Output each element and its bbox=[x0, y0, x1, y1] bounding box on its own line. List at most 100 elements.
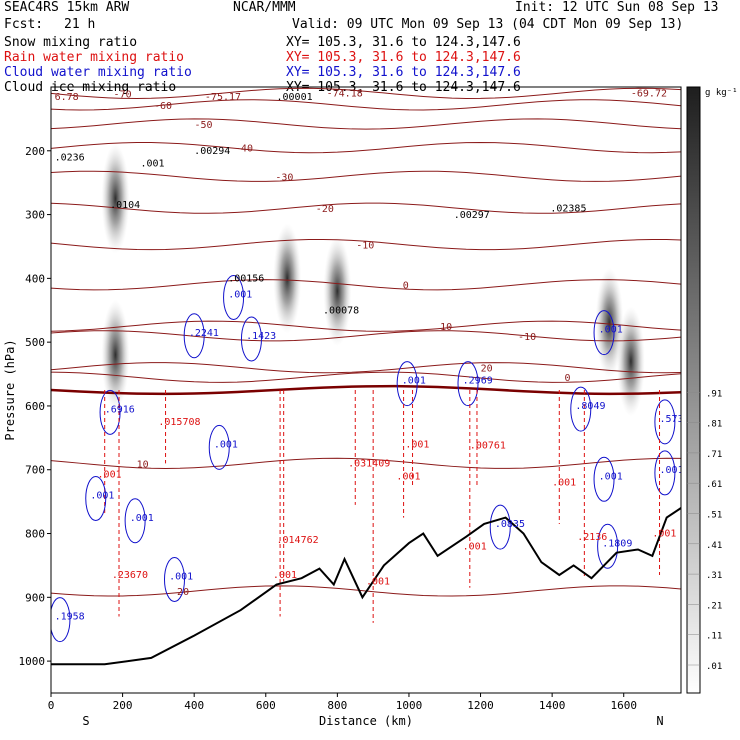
cloud-water-contour-13 bbox=[223, 275, 245, 321]
x-axis: 0 200 400 600 800 1000 1200 1400 1600 bbox=[48, 693, 637, 712]
temp-contour-label-5: -20 bbox=[316, 204, 334, 215]
temp-contour-label-4: -30 bbox=[275, 172, 293, 183]
y-tick-label-7: 900 bbox=[25, 591, 45, 604]
y-tick-label-0: 200 bbox=[25, 145, 45, 158]
value-label-15: .1423 bbox=[246, 331, 276, 342]
cloud-water-contour-14 bbox=[183, 313, 205, 359]
value-label-21: .6916 bbox=[105, 404, 135, 415]
temp-contour-3 bbox=[51, 141, 681, 154]
valid-time: Valid: 09 UTC Mon 09 Sep 13 (04 CDT Mon … bbox=[292, 17, 684, 32]
colorbar-label-4: .41 bbox=[706, 541, 722, 551]
init-time: Init: 12 UTC Sun 08 Sep 13 bbox=[515, 0, 719, 15]
colorbar-unit: g kg⁻¹ bbox=[705, 88, 738, 98]
value-label-0: -75.17 bbox=[205, 92, 241, 103]
temp-contour-label-12: 10 bbox=[137, 459, 149, 470]
value-label-35: .014762 bbox=[277, 535, 319, 546]
temp-contour-11 bbox=[51, 371, 681, 383]
temp-contour-6 bbox=[51, 238, 681, 251]
freezing-level bbox=[51, 384, 681, 396]
x-end-left: S bbox=[82, 714, 89, 728]
temp-contour-10 bbox=[51, 330, 681, 342]
value-label-20: .573 bbox=[660, 414, 684, 425]
temp-contour-label-8: 10 bbox=[440, 322, 452, 333]
x-tick-label-3: 600 bbox=[256, 699, 276, 712]
x-tick-label-5: 1000 bbox=[396, 699, 423, 712]
y-tick-label-2: 400 bbox=[25, 272, 45, 285]
colorbar-label-2: .21 bbox=[706, 601, 722, 611]
cloud-water-contour-21 bbox=[99, 389, 121, 435]
value-label-32: .001 bbox=[90, 490, 114, 501]
cloud-water-contour-23 bbox=[208, 424, 230, 470]
colorbar-labels: .01 .11 .21 .31 .41 .51 .61 .71 .81 .91 bbox=[687, 389, 722, 672]
temp-contour-8 bbox=[51, 320, 681, 332]
temp-contour-label-1: -60 bbox=[154, 101, 172, 112]
y-tick-label-4: 600 bbox=[25, 400, 45, 413]
value-label-22: .015708 bbox=[158, 417, 200, 428]
cloud-water-contour-44 bbox=[51, 597, 71, 643]
x-end-right: N bbox=[656, 714, 663, 728]
temp-contour-label-2: -50 bbox=[194, 120, 212, 131]
cloud-water-contour-16 bbox=[593, 310, 615, 356]
cloud-water-contour-41 bbox=[163, 556, 185, 602]
snow-shading bbox=[101, 143, 645, 417]
value-label-23: .001 bbox=[214, 439, 238, 450]
temp-contour-label-0: -70 bbox=[114, 89, 132, 100]
field-xy-cloud-water: XY= 105.3, 31.6 to 124.3,147.6 bbox=[286, 65, 521, 80]
temp-contour-1 bbox=[51, 99, 681, 111]
cloud-water-contour-15 bbox=[240, 316, 262, 362]
value-label-8: .0104 bbox=[110, 200, 140, 211]
value-label-41: .001 bbox=[169, 571, 193, 582]
y-tick-label-5: 700 bbox=[25, 464, 45, 477]
value-label-29: .001 bbox=[660, 465, 684, 476]
x-tick-label-1: 200 bbox=[113, 699, 133, 712]
y-axis: 200 300 400 500 600 700 800 900 1000 bbox=[19, 145, 51, 668]
value-label-43: .001 bbox=[366, 577, 390, 588]
value-label-31: .001 bbox=[552, 478, 576, 489]
temp-contour-label-11: 0 bbox=[565, 373, 571, 384]
terrain-line bbox=[51, 507, 681, 666]
colorbar bbox=[686, 86, 701, 694]
colorbar-label-1: .11 bbox=[706, 632, 722, 642]
value-label-18: .2969 bbox=[463, 376, 493, 387]
value-label-39: .001 bbox=[463, 541, 487, 552]
value-label-12: .00078 bbox=[323, 305, 359, 316]
y-tick-label-1: 300 bbox=[25, 209, 45, 222]
colorbar-label-3: .31 bbox=[706, 571, 722, 581]
value-label-2: -69.72 bbox=[631, 89, 667, 100]
value-label-1: -74.18 bbox=[327, 89, 363, 100]
y-tick-label-3: 500 bbox=[25, 336, 45, 349]
value-label-30: .001 bbox=[98, 469, 122, 480]
colorbar-label-5: .51 bbox=[706, 511, 722, 521]
colorbar-label-7: .71 bbox=[706, 450, 722, 460]
x-tick-label-6: 1200 bbox=[467, 699, 494, 712]
colorbar-label-8: .81 bbox=[706, 420, 722, 430]
center-name: NCAR/MMM bbox=[233, 0, 296, 15]
y-tick-label-8: 1000 bbox=[19, 655, 46, 668]
snow-max-3 bbox=[595, 268, 624, 379]
temp-contour-label-10: -10 bbox=[518, 332, 536, 343]
value-label-33: .001 bbox=[130, 513, 154, 524]
value-label-19: .8049 bbox=[575, 401, 605, 412]
value-label-28: .001 bbox=[599, 471, 623, 482]
snow-max-4 bbox=[616, 306, 645, 417]
x-tick-label-4: 800 bbox=[327, 699, 347, 712]
fcst-value: 21 h bbox=[64, 17, 96, 32]
cloud-water-contour-29 bbox=[654, 450, 676, 496]
temp-contour-0 bbox=[51, 87, 681, 99]
precip-contours bbox=[51, 275, 676, 643]
value-label-37: .1809 bbox=[602, 538, 632, 549]
value-label-16: .001 bbox=[599, 325, 623, 336]
snow-max-0 bbox=[101, 143, 130, 254]
x-tick-label-0: 0 bbox=[48, 699, 55, 712]
temp-contour-5 bbox=[51, 202, 681, 214]
y-axis-label: Pressure (hPa) bbox=[3, 339, 17, 440]
cloud-water-contour-18 bbox=[457, 361, 479, 407]
cloud-water-contour-32 bbox=[85, 475, 107, 521]
x-tick-label-8: 1600 bbox=[610, 699, 637, 712]
temp-contour-2 bbox=[51, 118, 681, 130]
value-label-34: .0835 bbox=[495, 519, 525, 530]
field-name-cloud-water: Cloud water mixing ratio bbox=[4, 65, 192, 80]
value-label-6: .0236 bbox=[55, 152, 85, 163]
